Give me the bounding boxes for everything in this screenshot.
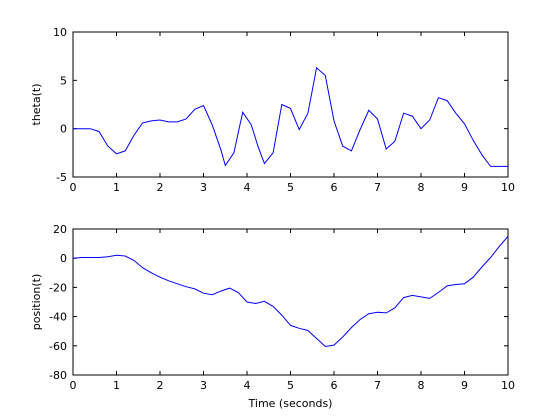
y-tick-label: -5 (56, 171, 67, 184)
x-tick-label: 7 (374, 181, 381, 194)
x-tick-label: 0 (70, 181, 77, 194)
x-tick-label: 2 (157, 379, 164, 392)
x-tick-label: 10 (501, 181, 515, 194)
x-tick-label: 0 (70, 379, 77, 392)
y-axis-label: theta(t) (30, 83, 43, 125)
plot-area-frame (72, 31, 509, 178)
x-tick-label: 9 (461, 181, 468, 194)
x-tick-label: 3 (200, 181, 207, 194)
x-tick-label: 5 (287, 379, 294, 392)
y-tick-label: 20 (53, 223, 67, 236)
y-tick-label: 10 (53, 26, 67, 39)
x-tick-label: 4 (244, 379, 251, 392)
x-tick-label: 2 (157, 181, 164, 194)
x-tick-label: 10 (501, 379, 515, 392)
x-tick-label: 6 (331, 181, 338, 194)
x-tick-label: 6 (331, 379, 338, 392)
x-tick-label: 5 (287, 181, 294, 194)
x-tick-label: 7 (374, 379, 381, 392)
y-tick-label: -20 (49, 281, 67, 294)
y-tick-label: -80 (49, 369, 67, 382)
x-tick-label: 1 (113, 379, 120, 392)
y-tick-label: 0 (60, 123, 67, 136)
data-marks (73, 66, 508, 167)
y-tick-label: -60 (49, 340, 67, 353)
x-axis-label: Time (seconds) (248, 397, 333, 410)
y-tick-label: 5 (60, 74, 67, 87)
series-line (73, 66, 508, 167)
x-tick-label: 9 (461, 379, 468, 392)
data-marks (72, 235, 509, 348)
x-tick-label: 4 (244, 181, 251, 194)
x-tick-label: 3 (200, 379, 207, 392)
x-tick-label: 8 (418, 181, 425, 194)
y-tick-label: -40 (49, 311, 67, 324)
plot-area-frame (72, 228, 509, 376)
axis-ticks: 0 1 2 3 4 5 6 7 8 9 10 -80 -60 -40 -20 0 20 (49, 223, 515, 392)
y-tick-label: 0 (60, 252, 67, 265)
y-axis-label: position(t) (30, 274, 43, 330)
series-line (72, 235, 509, 348)
x-tick-label: 1 (113, 181, 120, 194)
x-tick-label: 8 (418, 379, 425, 392)
